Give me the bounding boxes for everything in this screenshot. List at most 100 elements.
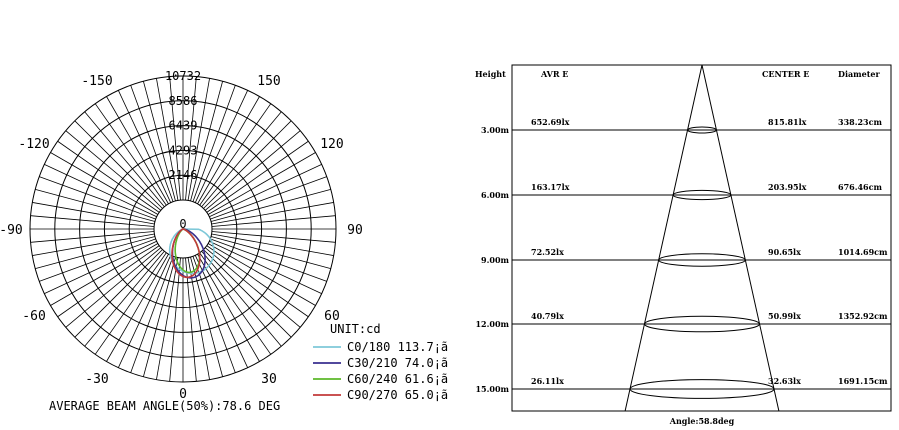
- polar-radial-line: [206, 140, 309, 213]
- polar-radial-line: [143, 81, 176, 202]
- polar-center-label: 0: [179, 217, 186, 231]
- polar-radial-line: [203, 249, 292, 338]
- polar-radial-line: [206, 245, 309, 318]
- polar-angle-label: 60: [324, 309, 340, 324]
- polar-radial-line: [169, 257, 181, 382]
- row-diameter: 1014.69cm: [838, 247, 888, 257]
- row-avr-e: 652.69lx: [531, 117, 570, 127]
- polar-angle-label: 150: [257, 74, 280, 89]
- polar-radial-line: [156, 78, 179, 201]
- polar-radial-line: [156, 257, 179, 380]
- polar-radial-line: [210, 189, 331, 222]
- polar-radial-line: [30, 231, 155, 243]
- cone-beam-angle: Angle:58.8deg: [669, 416, 735, 426]
- row-center-e: 32.63lx: [768, 376, 801, 386]
- polar-radial-line: [204, 247, 301, 328]
- row-center-e: 203.95lx: [768, 182, 807, 192]
- polar-radial-line: [44, 163, 157, 218]
- cone-right-edge: [701, 64, 780, 412]
- polar-series-curve: [171, 228, 201, 279]
- header-diameter: Diameter: [838, 69, 881, 79]
- row-avr-e: 40.79lx: [531, 311, 564, 321]
- row-avr-e: 26.11lx: [531, 376, 564, 386]
- polar-radial-line: [32, 202, 155, 225]
- legend-entry: C30/210 74.0¡ã: [347, 356, 448, 370]
- polar-radial-line: [35, 236, 156, 269]
- row-avr-e: 163.17lx: [531, 182, 570, 192]
- row-height: 6.00m: [481, 190, 509, 200]
- row-diameter: 1352.92cm: [838, 311, 888, 321]
- polar-radial-line: [190, 81, 223, 202]
- polar-angle-label: -30: [85, 372, 108, 387]
- polar-radial-line: [211, 233, 334, 256]
- polar-radial-line: [50, 152, 159, 215]
- polar-radial-line: [117, 255, 172, 368]
- polar-radial-line: [74, 249, 163, 338]
- polar-radial-line: [197, 96, 260, 205]
- polar-radial-line: [65, 247, 162, 328]
- polar-radial-line: [106, 253, 169, 362]
- polar-radial-line: [187, 78, 210, 201]
- polar-radial-line: [194, 255, 249, 368]
- row-diameter: 338.23cm: [838, 117, 882, 127]
- illuminance-cone-diagram: Height AVR E CENTER E Diameter 3.00m 652.69lx…: [475, 64, 892, 426]
- polar-radial-line: [190, 256, 223, 377]
- row-avr-e: 72.52lx: [531, 247, 564, 257]
- polar-angle-label: 90: [347, 223, 363, 238]
- polar-radial-line: [201, 111, 282, 208]
- polar-angle-label: -90: [0, 223, 23, 238]
- polar-radial-line: [207, 243, 316, 306]
- polar-radial-line: [194, 90, 249, 203]
- polar-series-curve: [168, 228, 215, 275]
- header-height: Height: [475, 69, 506, 79]
- polar-radial-line: [211, 231, 336, 243]
- polar-radial-line: [211, 202, 334, 225]
- row-height: 9.00m: [481, 255, 509, 265]
- polar-radial-line: [130, 256, 174, 373]
- row-diameter: 1691.15cm: [838, 376, 888, 386]
- polar-radial-line: [199, 252, 272, 355]
- row-height: 15.00m: [475, 384, 509, 394]
- average-beam-angle: AVERAGE BEAM ANGLE(50%):78.6 DEG: [49, 399, 280, 413]
- cone-left-edge: [624, 64, 703, 412]
- beam-ellipse: [629, 379, 775, 399]
- polar-radial-line: [84, 111, 165, 208]
- polar-radial-line: [143, 256, 176, 377]
- polar-angle-label: 120: [320, 137, 343, 152]
- row-center-e: 50.99lx: [768, 311, 801, 321]
- polar-ring-label: 10732: [165, 69, 201, 83]
- beam-ellipse: [687, 126, 717, 134]
- polar-radial-line: [32, 233, 155, 256]
- polar-radial-line: [203, 120, 292, 209]
- polar-radial-line: [201, 250, 282, 347]
- row-diameter: 676.46cm: [838, 182, 882, 192]
- polar-angle-label: -120: [18, 137, 49, 152]
- polar-radial-line: [185, 257, 197, 382]
- row-center-e: 815.81lx: [768, 117, 807, 127]
- polar-radial-line: [50, 243, 159, 306]
- polar-radial-line: [209, 163, 322, 218]
- polar-radial-line: [74, 120, 163, 209]
- polar-radial-line: [192, 256, 236, 373]
- polar-angle-label: -150: [81, 74, 112, 89]
- header-avr: AVR E: [540, 69, 568, 79]
- polar-angle-label: 30: [261, 372, 277, 387]
- polar-radial-line: [199, 103, 272, 206]
- polar-radial-line: [130, 85, 174, 202]
- polar-ring-label: 2146: [169, 168, 198, 182]
- row-height: 12.00m: [475, 319, 509, 329]
- polar-ring-label: 8586: [169, 94, 198, 108]
- polar-radial-line: [185, 76, 197, 201]
- polar-radial-line: [204, 130, 301, 211]
- polar-radial-line: [35, 189, 156, 222]
- polar-radial-line: [106, 96, 169, 205]
- header-center: CENTER E: [762, 69, 809, 79]
- polar-radial-line: [94, 103, 167, 206]
- polar-radial-line: [192, 85, 236, 202]
- beam-ellipse: [672, 189, 732, 201]
- polar-ring-label: 6439: [169, 119, 198, 133]
- polar-radial-line: [210, 176, 327, 220]
- polar-radial-line: [94, 252, 167, 355]
- polar-radial-line: [65, 130, 162, 211]
